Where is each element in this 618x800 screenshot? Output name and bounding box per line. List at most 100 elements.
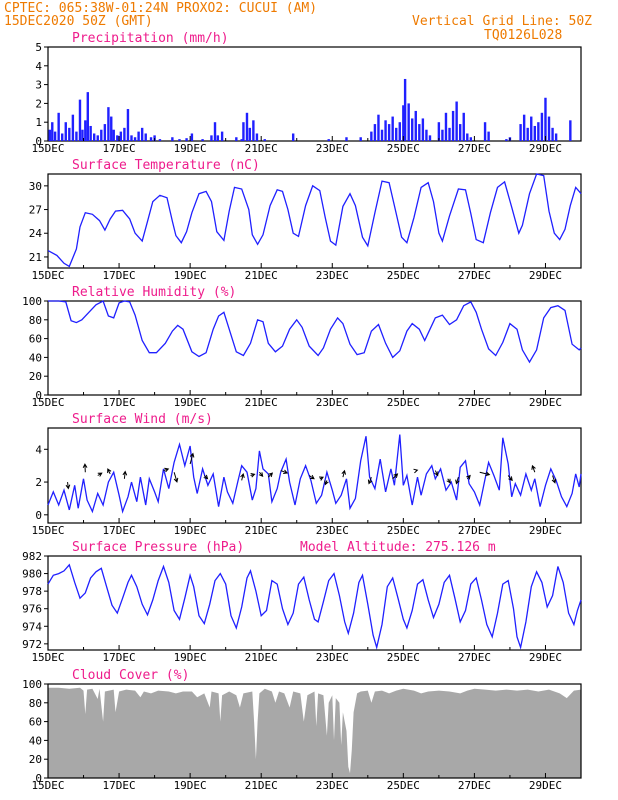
precipitation-bar bbox=[327, 139, 330, 141]
precipitation-bar bbox=[403, 78, 407, 141]
precipitation-bar bbox=[398, 122, 401, 141]
precipitation-bar bbox=[370, 131, 373, 141]
precipitation-bar bbox=[92, 133, 96, 141]
wind-arrow bbox=[258, 471, 264, 478]
x-tick-label: 29DEC bbox=[529, 269, 562, 282]
precipitation-bar bbox=[387, 124, 391, 141]
y-tick-label: 60 bbox=[29, 716, 42, 729]
x-tick-label: 29DEC bbox=[529, 396, 562, 409]
precipitation-bar bbox=[171, 137, 174, 141]
wind-x-axis: 15DEC 17DEC 19DEC 21DEC 23DEC 25DEC 27DEC 29DEC bbox=[31, 518, 582, 537]
precipitation-bar bbox=[255, 133, 259, 141]
y-tick-label: 980 bbox=[22, 568, 42, 581]
precipitation-bar bbox=[53, 131, 57, 141]
precipitation-bar bbox=[103, 124, 107, 141]
precipitation-bar bbox=[437, 122, 441, 141]
wind-arrow bbox=[341, 469, 347, 478]
precipitation-bar bbox=[112, 129, 115, 141]
precipitation-bar bbox=[126, 109, 130, 141]
humidity-frame bbox=[47, 300, 582, 396]
precipitation-bar bbox=[402, 105, 405, 141]
y-tick-label: 80 bbox=[29, 697, 42, 710]
x-tick-label: 23DEC bbox=[316, 142, 349, 155]
precipitation-bar bbox=[411, 118, 414, 141]
x-tick-label: 29DEC bbox=[529, 142, 562, 155]
humidity-title: Relative Humidity (%) bbox=[72, 285, 236, 300]
wind-speed-line bbox=[47, 434, 582, 514]
temperature-frame bbox=[47, 173, 582, 269]
precipitation-bar bbox=[110, 116, 113, 141]
x-tick-label: 15DEC bbox=[31, 651, 64, 664]
precipitation-bar bbox=[544, 97, 547, 141]
x-tick-label: 23DEC bbox=[316, 396, 349, 409]
precipitation-bar bbox=[119, 131, 123, 141]
wind-arrow bbox=[122, 470, 128, 479]
precipitation-bar bbox=[190, 133, 194, 141]
precipitation-bar bbox=[263, 139, 266, 141]
y-tick-label: 27 bbox=[29, 204, 42, 217]
x-tick-label: 17DEC bbox=[103, 269, 136, 282]
precipitation-bar bbox=[391, 116, 394, 141]
x-tick-label: 17DEC bbox=[103, 779, 136, 792]
wind-arrow bbox=[280, 469, 289, 475]
precipitation-title: Precipitation (mm/h) bbox=[72, 31, 229, 46]
wind-arrow bbox=[531, 464, 536, 473]
precipitation-bar bbox=[487, 131, 490, 141]
wind-arrow bbox=[240, 473, 245, 481]
precipitation-bar bbox=[466, 133, 469, 141]
precipitation-bar bbox=[78, 99, 82, 141]
y-tick-label: 0 bbox=[35, 389, 42, 402]
y-tick-label: 978 bbox=[22, 585, 42, 598]
precipitation-bar bbox=[469, 137, 473, 141]
precipitation-bar bbox=[455, 101, 458, 141]
y-tick-label: 2 bbox=[35, 97, 42, 110]
x-tick-label: 23DEC bbox=[316, 524, 349, 537]
y-tick-label: 0 bbox=[35, 509, 42, 522]
wind-arrow bbox=[319, 476, 324, 481]
wind-arrow bbox=[434, 470, 439, 477]
precipitation-bar bbox=[216, 135, 220, 141]
wind-arrow bbox=[324, 480, 329, 486]
x-tick-label: 25DEC bbox=[387, 396, 420, 409]
wind-arrow bbox=[267, 472, 274, 478]
precipitation-bar bbox=[554, 133, 558, 141]
wind-frame bbox=[47, 427, 582, 524]
x-tick-label: 19DEC bbox=[174, 142, 207, 155]
pressure-title: Surface Pressure (hPa) bbox=[72, 540, 244, 555]
x-tick-label: 15DEC bbox=[31, 524, 64, 537]
precipitation-bar bbox=[235, 137, 238, 141]
cloud-cover-y-axis: 0 20 40 60 80 100 bbox=[22, 678, 48, 785]
precipitation-bar bbox=[89, 125, 92, 141]
humidity-y-axis: 0 20 40 60 80 100 bbox=[22, 295, 48, 402]
header-grid-line-note: Vertical Grid Line: 50Z bbox=[412, 14, 592, 29]
humidity-line bbox=[48, 300, 582, 364]
precipitation-bar bbox=[48, 129, 51, 141]
x-tick-label: 27DEC bbox=[458, 779, 491, 792]
x-tick-label: 27DEC bbox=[458, 524, 491, 537]
x-tick-label: 19DEC bbox=[174, 396, 207, 409]
x-tick-label: 29DEC bbox=[529, 779, 562, 792]
precipitation-bar bbox=[540, 112, 544, 141]
cloud-cover-title: Cloud Cover (%) bbox=[72, 668, 189, 683]
x-tick-label: 23DEC bbox=[316, 269, 349, 282]
wind-y-axis: 0 2 4 bbox=[35, 443, 48, 522]
y-tick-label: 976 bbox=[22, 603, 42, 616]
y-tick-label: 972 bbox=[22, 638, 42, 651]
y-tick-label: 24 bbox=[29, 227, 43, 240]
y-tick-label: 40 bbox=[29, 351, 42, 364]
precipitation-bar bbox=[441, 129, 444, 141]
wind-arrow bbox=[107, 468, 112, 475]
pressure-panel: Surface Pressure (hPa) Model Altitude: 2… bbox=[22, 540, 582, 664]
precipitation-x-axis: 15DEC 17DEC 19DEC 21DEC 23DEC 25DEC 27DEC 29DEC bbox=[31, 136, 582, 155]
cloud-cover-frame bbox=[47, 683, 582, 779]
precipitation-bar bbox=[533, 125, 537, 141]
wind-arrow bbox=[189, 452, 195, 465]
x-tick-label: 19DEC bbox=[174, 779, 207, 792]
wind-panel: Surface Wind (m/s) 0 2 4 15DEC 17DEC 19DEC 21… bbox=[31, 412, 582, 537]
pressure-x-axis: 15DEC 17DEC 19DEC 21DEC 23DEC 25DEC 27DEC 29DEC bbox=[31, 645, 582, 664]
precipitation-bar bbox=[242, 122, 245, 141]
x-tick-label: 21DEC bbox=[245, 524, 278, 537]
precipitation-bar bbox=[68, 127, 71, 141]
